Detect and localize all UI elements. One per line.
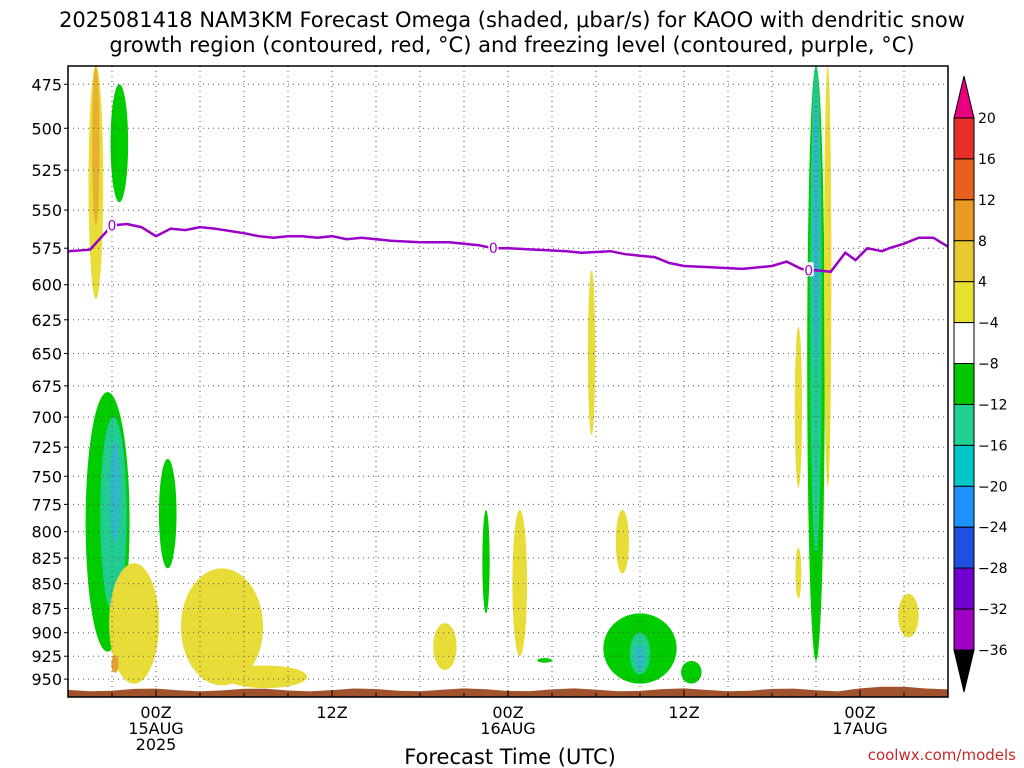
y-tick-label: 700 bbox=[31, 408, 62, 427]
colorbar-swatch bbox=[953, 403, 975, 446]
freezing-level-line bbox=[67, 222, 949, 274]
colorbar-label: −16 bbox=[978, 438, 1008, 454]
y-tick-label: 550 bbox=[31, 201, 62, 220]
freezing-level-label: 0 bbox=[108, 219, 117, 235]
freezing-label-bg bbox=[488, 240, 499, 255]
y-tick-label: 625 bbox=[31, 311, 62, 330]
x-tick-label: 12Z bbox=[668, 703, 699, 722]
omega-region bbox=[537, 658, 553, 663]
colorbar-swatch bbox=[953, 485, 975, 528]
colorbar-top-triangle bbox=[953, 75, 975, 119]
y-tick-label: 525 bbox=[31, 161, 62, 180]
omega-region bbox=[482, 509, 490, 614]
omega-region bbox=[512, 509, 528, 657]
freezing-label-bg bbox=[107, 217, 117, 232]
omega-region bbox=[824, 66, 832, 488]
freezing-level-label: 0 bbox=[804, 263, 813, 279]
omega-region bbox=[812, 93, 820, 367]
colorbar-swatch bbox=[953, 199, 975, 242]
y-tick-label: 475 bbox=[31, 75, 62, 94]
freezing-level-layer: 0 0 0 bbox=[67, 217, 949, 279]
y-tick-label: 850 bbox=[31, 575, 62, 594]
y-tick-label: 575 bbox=[31, 239, 62, 258]
colorbar-swatch bbox=[953, 117, 975, 160]
y-tick-label: 750 bbox=[31, 467, 62, 486]
colorbar-label: 20 bbox=[978, 111, 996, 127]
colorbar-label: −24 bbox=[978, 520, 1008, 536]
omega-region bbox=[681, 660, 702, 684]
x-axis-label: Forecast Time (UTC) bbox=[404, 745, 616, 768]
colorbar-swatch bbox=[953, 158, 975, 201]
y-tick-label: 875 bbox=[31, 600, 62, 619]
y-tick-label: 650 bbox=[31, 344, 62, 363]
colorbar-label: 8 bbox=[978, 234, 987, 250]
colorbar-label: −4 bbox=[978, 316, 999, 332]
colorbar-label: −28 bbox=[978, 561, 1008, 577]
colorbar: 20 16 12 8 4 −4 −8 −12 −16 −20 −24 −28 −32 −36 bbox=[953, 75, 1008, 693]
omega-region bbox=[180, 568, 264, 686]
y-tick-label: 725 bbox=[31, 438, 62, 457]
omega-region bbox=[109, 563, 159, 684]
x-tick-label: 00Z bbox=[844, 703, 875, 722]
colorbar-label: −8 bbox=[978, 357, 999, 373]
omega-region bbox=[794, 326, 803, 488]
x-tick-label: 12Z bbox=[316, 703, 347, 722]
x-tick-label: 2025 bbox=[136, 735, 177, 754]
colorbar-label: −20 bbox=[978, 479, 1008, 495]
colorbar-swatch bbox=[953, 526, 975, 569]
omega-region bbox=[110, 84, 129, 203]
colorbar-swatch bbox=[953, 444, 975, 487]
y-tick-label: 825 bbox=[31, 549, 62, 568]
axes: 475 500 525 550 575 600 625 650 675 700 725 750 775 8… bbox=[31, 65, 949, 754]
omega-shading bbox=[85, 66, 919, 689]
colorbar-label: 4 bbox=[978, 275, 987, 291]
omega-region bbox=[615, 509, 630, 574]
chart-title-line-2: growth region (contoured, red, °C) and f… bbox=[109, 33, 914, 57]
y-tick-label: 925 bbox=[31, 647, 62, 666]
y-tick-label: 675 bbox=[31, 377, 62, 396]
omega-region bbox=[587, 270, 596, 436]
colorbar-swatch bbox=[953, 281, 975, 324]
freezing-level-label: 0 bbox=[489, 241, 498, 257]
colorbar-bottom-triangle bbox=[953, 649, 975, 693]
omega-region bbox=[158, 458, 177, 569]
freezing-label-bg bbox=[803, 262, 814, 277]
colorbar-swatch bbox=[953, 363, 975, 405]
omega-region bbox=[224, 665, 308, 689]
colorbar-label: 12 bbox=[978, 193, 996, 209]
y-tick-label: 900 bbox=[31, 624, 62, 643]
y-tick-label: 775 bbox=[31, 495, 62, 514]
colorbar-label: −32 bbox=[978, 602, 1008, 618]
y-tick-label: 800 bbox=[31, 523, 62, 542]
omega-region bbox=[109, 441, 121, 543]
colorbar-swatch bbox=[953, 608, 975, 651]
x-tick-label: 15AUG bbox=[128, 719, 183, 738]
omega-region bbox=[111, 655, 119, 673]
x-tick-label: 00Z bbox=[140, 703, 171, 722]
omega-region bbox=[795, 547, 802, 599]
colorbar-label: −36 bbox=[978, 643, 1008, 659]
omega-region bbox=[898, 593, 919, 638]
credit-link[interactable]: coolwx.com/models bbox=[868, 746, 1016, 764]
omega-region bbox=[433, 623, 457, 671]
x-tick-label: 16AUG bbox=[480, 719, 535, 738]
colorbar-label: −12 bbox=[978, 397, 1008, 413]
omega-region bbox=[92, 66, 100, 226]
chart-title-line-1: 2025081418 NAM3KM Forecast Omega (shaded… bbox=[59, 8, 965, 32]
colorbar-swatch bbox=[953, 240, 975, 283]
x-tick-label: 17AUG bbox=[832, 719, 887, 738]
x-tick-label: 00Z bbox=[492, 703, 523, 722]
y-tick-label: 500 bbox=[31, 119, 62, 138]
omega-region bbox=[635, 644, 645, 671]
colorbar-swatch bbox=[953, 567, 975, 610]
colorbar-swatch bbox=[953, 322, 975, 365]
colorbar-label: 16 bbox=[978, 152, 996, 168]
y-tick-label: 600 bbox=[31, 276, 62, 295]
y-tick-label: 950 bbox=[31, 670, 62, 689]
